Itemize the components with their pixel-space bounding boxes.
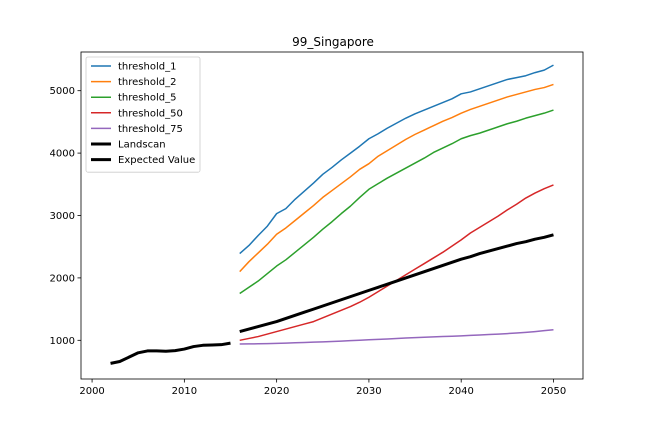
legend-label: threshold_5 <box>118 93 176 104</box>
y-tick-label: 5000 <box>50 86 75 97</box>
series-line-threshold-1 <box>239 64 554 255</box>
y-tick-label: 4000 <box>50 149 75 160</box>
x-tick-label: 2030 <box>356 386 381 397</box>
y-tick-label: 3000 <box>50 211 75 222</box>
series-line-threshold-75 <box>239 328 554 345</box>
legend-label: threshold_2 <box>118 77 176 88</box>
series-line-landscan <box>110 341 231 365</box>
y-tick-label: 2000 <box>50 273 75 284</box>
legend-box <box>85 56 201 173</box>
x-tick-label: 2020 <box>264 386 289 397</box>
y-axis: 1000 2000 3000 4000 5000 <box>50 86 81 347</box>
legend-label: threshold_75 <box>118 124 183 135</box>
x-tick-label: 2000 <box>79 386 104 397</box>
series-group <box>110 64 554 365</box>
series-line-threshold-2 <box>239 83 554 273</box>
legend-label: Landscan <box>118 140 166 151</box>
legend-label: threshold_50 <box>118 108 183 119</box>
legend: threshold_1 threshold_2 threshold_5thresho… <box>85 56 201 173</box>
series-line-threshold-5 <box>239 109 554 295</box>
x-axis: 2000 2010 2020 2030 2040 2050 <box>79 379 566 397</box>
series-line-expected-value <box>239 233 554 334</box>
x-tick-label: 2010 <box>172 386 197 397</box>
legend-label: Expected Value <box>118 155 195 166</box>
chart-title: 99_Singapore <box>292 35 374 49</box>
legend-label: threshold_1 <box>118 62 176 73</box>
x-tick-label: 2050 <box>541 386 566 397</box>
y-tick-label: 1000 <box>50 336 75 347</box>
x-tick-label: 2040 <box>448 386 473 397</box>
